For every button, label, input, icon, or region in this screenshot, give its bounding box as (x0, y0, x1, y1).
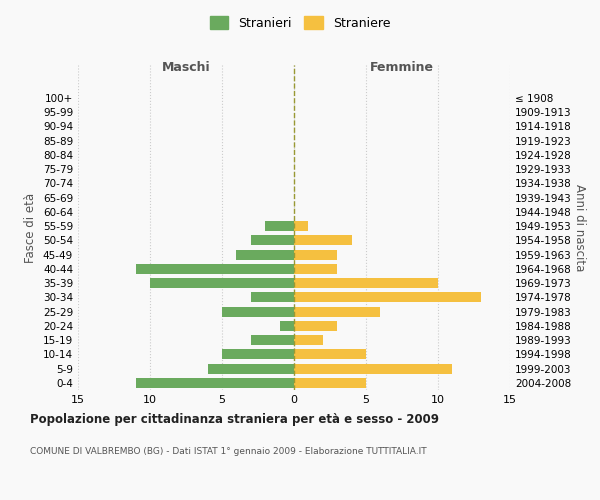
Bar (251, 292, 294, 302)
Legend: Stranieri, Straniere: Stranieri, Straniere (205, 11, 395, 35)
Bar (294, 378, 366, 388)
Bar (136, 378, 294, 388)
Text: Femmine: Femmine (370, 60, 434, 74)
Bar (136, 264, 294, 274)
Bar (280, 321, 294, 331)
Bar (294, 306, 380, 316)
Bar (294, 264, 337, 274)
Text: Popolazione per cittadinanza straniera per età e sesso - 2009: Popolazione per cittadinanza straniera p… (30, 412, 439, 426)
Bar (294, 350, 366, 360)
Text: COMUNE DI VALBREMBO (BG) - Dati ISTAT 1° gennaio 2009 - Elaborazione TUTTITALIA.: COMUNE DI VALBREMBO (BG) - Dati ISTAT 1°… (30, 448, 427, 456)
Bar (294, 250, 337, 260)
Bar (294, 321, 337, 331)
Bar (222, 350, 294, 360)
Text: Maschi: Maschi (161, 60, 211, 74)
Bar (251, 236, 294, 246)
Bar (236, 250, 294, 260)
Bar (294, 278, 438, 288)
Bar (251, 335, 294, 345)
Bar (294, 364, 452, 374)
Bar (222, 306, 294, 316)
Y-axis label: Anni di nascita: Anni di nascita (572, 184, 586, 271)
Y-axis label: Fasce di età: Fasce di età (25, 192, 37, 262)
Bar (294, 236, 352, 246)
Bar (208, 364, 294, 374)
Bar (294, 292, 481, 302)
Bar (294, 335, 323, 345)
Bar (265, 221, 294, 231)
Bar (150, 278, 294, 288)
Bar (294, 221, 308, 231)
